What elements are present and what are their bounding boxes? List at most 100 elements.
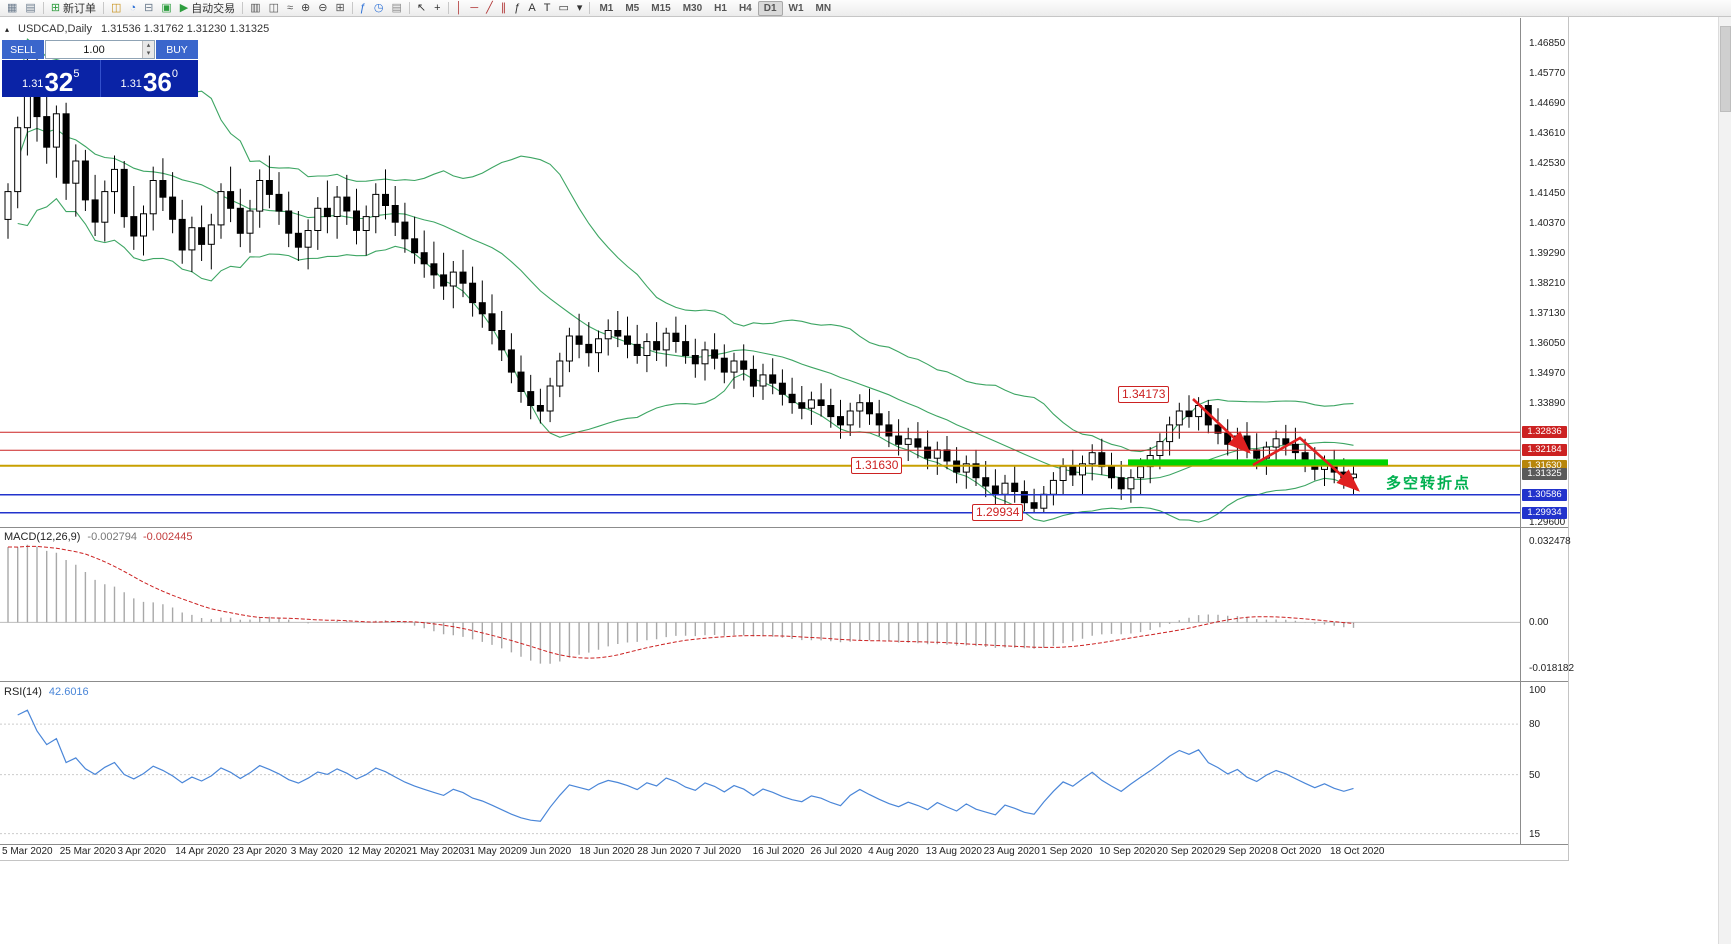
timeframe-m30[interactable]: M30 bbox=[677, 1, 708, 16]
indicators-icon: ƒ bbox=[359, 1, 366, 14]
trendline[interactable]: ╱ bbox=[482, 1, 497, 16]
bar-chart[interactable]: ▥ bbox=[246, 1, 264, 16]
sell-price-prefix: 1.31 bbox=[22, 78, 44, 90]
time-scale: 5 Mar 2020 25 Mar 2020 3 Apr 2020 14 Apr 20… bbox=[0, 846, 1520, 860]
date-label: 25 Mar 2020 bbox=[59, 846, 116, 857]
arrows-dropdown[interactable]: ▾ bbox=[573, 1, 587, 16]
new-chart[interactable]: ▦ bbox=[3, 1, 21, 16]
volume-steppers: ▴ ▾ bbox=[142, 41, 154, 58]
timeframe-m15[interactable]: M15 bbox=[645, 1, 676, 16]
zoom-out-icon: ⊖ bbox=[318, 1, 328, 14]
ohlc-values: 1.31536 1.31762 1.31230 1.31325 bbox=[100, 23, 270, 35]
timeframe-w1[interactable]: W1 bbox=[783, 1, 810, 16]
rsi-tick: 80 bbox=[1529, 719, 1541, 731]
timeframe-mn-label: MN bbox=[815, 2, 832, 14]
toolbar-separator bbox=[242, 2, 244, 14]
rsi-name: RSI(14) bbox=[4, 686, 42, 698]
volume-decrease-button[interactable]: ▾ bbox=[143, 49, 154, 58]
price-tick: 1.38210 bbox=[1529, 278, 1566, 289]
volume-increase-button[interactable]: ▴ bbox=[143, 41, 154, 50]
timeframe-w1-label: W1 bbox=[788, 2, 804, 14]
annotation-text[interactable]: 多空转折点 bbox=[1386, 474, 1472, 492]
date-label: 28 Jun 2020 bbox=[637, 846, 693, 857]
horizontal-line[interactable]: ─ bbox=[466, 1, 482, 16]
terminal[interactable]: ▣ bbox=[157, 1, 175, 16]
tile-windows-icon: ⊞ bbox=[335, 1, 345, 14]
buy-price-display[interactable]: 1.31 36 0 bbox=[99, 60, 199, 97]
navigator[interactable]: ⊟ bbox=[140, 1, 157, 16]
price-callout[interactable]: 1.29934 bbox=[972, 503, 1024, 521]
timeframe-d1-label: D1 bbox=[763, 2, 777, 14]
timeframe-h1[interactable]: H1 bbox=[708, 1, 733, 16]
navigator-icon: ⊟ bbox=[144, 1, 154, 14]
candlestick-chart-icon: ◫ bbox=[268, 1, 279, 14]
periods[interactable]: ◷ bbox=[370, 1, 388, 16]
price-callout[interactable]: 1.31630 bbox=[851, 456, 903, 474]
market-watch[interactable]: ◫ bbox=[107, 1, 125, 16]
collapse-panel-icon[interactable]: ▴ bbox=[5, 24, 10, 34]
date-label: 3 Apr 2020 bbox=[117, 846, 166, 857]
indicators[interactable]: ƒ bbox=[356, 1, 370, 16]
chart-plot-area[interactable] bbox=[0, 0, 1570, 944]
timeframe-m5[interactable]: M5 bbox=[619, 1, 645, 16]
rsi-tick: 50 bbox=[1529, 769, 1541, 781]
rsi-tick: 100 bbox=[1529, 685, 1546, 697]
timeframe-m30-label: M30 bbox=[682, 2, 703, 14]
trendline-icon: ╱ bbox=[486, 1, 493, 14]
timeframe-m1[interactable]: M1 bbox=[593, 1, 619, 16]
price-tick: 1.34970 bbox=[1529, 368, 1566, 379]
vertical-scrollbar[interactable] bbox=[1718, 0, 1731, 944]
shapes[interactable]: ▭ bbox=[555, 1, 573, 16]
templates[interactable]: ▤ bbox=[387, 1, 405, 16]
text[interactable]: A bbox=[524, 1, 539, 16]
toolbar: ▦ ▤ ⊞ 新订单 ◫ ◔ ⊟ ▣ ▶ 自动交易 ▥ ◫ ≈ ⊕ ⊖ ⊞ ƒ ◷ ▤ ↖ + │ ─ ╱ ∥ ƒ A T ▭ ▾ M1 M5 M… bbox=[0, 0, 1731, 17]
price-tag: 1.30586 bbox=[1522, 488, 1567, 501]
pane-separators bbox=[0, 18, 1568, 845]
line-chart[interactable]: ≈ bbox=[283, 1, 297, 16]
fibonacci[interactable]: ƒ bbox=[510, 1, 524, 16]
timeframe-h1-label: H1 bbox=[714, 2, 727, 14]
date-label: 23 Aug 2020 bbox=[983, 846, 1040, 857]
macd-pane bbox=[0, 544, 1520, 664]
price-tick: 1.36050 bbox=[1529, 338, 1566, 349]
bar-chart-icon: ▥ bbox=[250, 1, 261, 14]
timeframe-mn[interactable]: MN bbox=[810, 1, 838, 16]
trend-arrow[interactable] bbox=[1252, 436, 1360, 492]
buy-button[interactable]: BUY bbox=[156, 40, 198, 59]
price-tag: 1.32836 bbox=[1522, 426, 1567, 439]
zoom-in[interactable]: ⊕ bbox=[297, 1, 314, 16]
rsi-line bbox=[17, 709, 1354, 822]
data-window[interactable]: ◔ bbox=[125, 1, 140, 16]
vertical-line[interactable]: │ bbox=[452, 1, 467, 16]
scrollbar-thumb[interactable] bbox=[1720, 26, 1731, 112]
crosshair-icon: + bbox=[434, 1, 441, 14]
tile-windows[interactable]: ⊞ bbox=[331, 1, 348, 16]
date-label: 16 Jul 2020 bbox=[752, 846, 805, 857]
profiles[interactable]: ▤ bbox=[21, 1, 39, 16]
zoom-out[interactable]: ⊖ bbox=[314, 1, 331, 16]
price-display-row: 1.31 32 5 1.31 36 0 bbox=[2, 60, 198, 97]
toolbar-separator bbox=[408, 2, 410, 14]
crosshair[interactable]: + bbox=[430, 1, 444, 16]
volume-input[interactable]: 1.00 bbox=[83, 43, 105, 56]
text-label[interactable]: T bbox=[540, 1, 555, 16]
date-label: 5 Mar 2020 bbox=[2, 846, 53, 857]
price-tick: 1.45770 bbox=[1529, 68, 1566, 79]
rsi-label: RSI(14) 42.6016 bbox=[4, 686, 89, 698]
zoom-in-icon: ⊕ bbox=[301, 1, 311, 14]
timeframe-h4[interactable]: H4 bbox=[733, 1, 758, 16]
candlestick-chart[interactable]: ◫ bbox=[265, 1, 283, 16]
price-callout[interactable]: 1.34173 bbox=[1118, 386, 1170, 404]
autotrading[interactable]: ▶ 自动交易 bbox=[176, 1, 239, 16]
sell-price-display[interactable]: 1.31 32 5 bbox=[2, 60, 100, 97]
equidistant-channel[interactable]: ∥ bbox=[497, 1, 511, 16]
new-order[interactable]: ⊞ 新订单 bbox=[47, 1, 100, 16]
date-label: 23 Apr 2020 bbox=[233, 846, 287, 857]
text-icon: A bbox=[528, 1, 536, 14]
timeframe-d1[interactable]: D1 bbox=[757, 0, 783, 16]
horizontal-line-icon: ─ bbox=[470, 1, 479, 14]
cursor[interactable]: ↖ bbox=[413, 1, 430, 16]
trend-arrow[interactable] bbox=[1192, 398, 1251, 454]
sell-button[interactable]: SELL bbox=[2, 40, 44, 59]
